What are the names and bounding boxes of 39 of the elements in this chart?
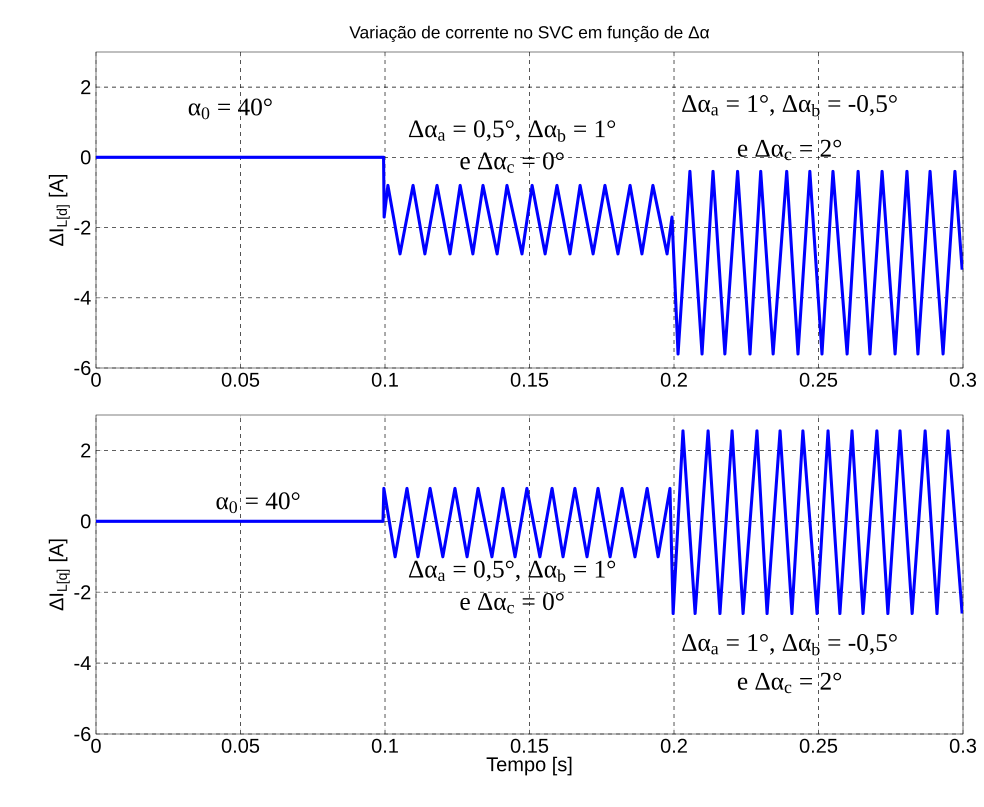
- x-tick-label: 0.3: [950, 372, 976, 387]
- annotation: Δα$_{a}$ = 0,5°, Δα$_{b}$ = 1°: [408, 560, 616, 582]
- y-tick-label: -4: [74, 290, 91, 305]
- annotation: α$_{0}$ = 40°: [188, 98, 272, 120]
- annotation: α$_{0}$ = 40°: [216, 492, 300, 514]
- annotation: Δα$_{a}$ = 1°, Δα$_{b}$ = -0,5°: [682, 634, 897, 656]
- x-tick-label: 0.05: [222, 372, 260, 387]
- annotation: e Δα$_{c}$ = 0°: [460, 152, 564, 173]
- chart-title: Variação de corrente no SVC em função de Δα: [349, 26, 710, 42]
- y-tick-label: -4: [74, 656, 91, 670]
- x-tick-label: 0.15: [510, 738, 548, 753]
- x-tick-label: 0.3: [950, 738, 976, 753]
- y-tick-label: -6: [74, 726, 90, 742]
- y-tick-label: -2: [74, 585, 90, 600]
- annotation: e Δα$_{c}$ = 2°: [738, 672, 842, 694]
- x-tick-label: 0.05: [222, 738, 260, 753]
- x-tick-label: 0.15: [510, 372, 548, 387]
- x-tick-label: 0.25: [800, 372, 838, 387]
- y-tick-label: 2: [81, 443, 90, 458]
- line-series: [96, 429, 964, 616]
- y-tick-label: 0: [80, 514, 90, 528]
- x-tick-label: 0.1: [372, 738, 398, 753]
- x-tick-label: 0.1: [372, 372, 398, 387]
- x-tick-label: 0.2: [660, 738, 687, 753]
- annotation: e Δα$_{c}$ = 0°: [460, 592, 564, 614]
- x-tick-label: 0.25: [800, 738, 838, 753]
- x-tick-label: 0.2: [660, 372, 687, 387]
- y-tick-label: -6: [74, 360, 90, 376]
- x-tick-label: 0: [91, 372, 101, 387]
- y-tick-label: -2: [74, 220, 90, 235]
- annotation: e Δα$_{c}$ = 2°: [738, 140, 842, 160]
- annotation: Δα$_{a}$ = 1°, Δα$_{b}$ = -0,5°: [682, 95, 897, 116]
- x-axis-title: Tempo [s]: [486, 756, 572, 776]
- annotation: Δα$_{a}$ = 0,5°, Δα$_{b}$ = 1°: [408, 120, 616, 142]
- y-axis-title: ΔI$_{L[d]}$ [A]: [48, 174, 70, 246]
- x-tick-label: 0: [91, 738, 101, 753]
- y-axis-title: ΔI$_{L[q]}$ [A]: [48, 539, 70, 610]
- y-tick-label: 2: [81, 80, 90, 94]
- y-tick-label: 0: [80, 150, 90, 164]
